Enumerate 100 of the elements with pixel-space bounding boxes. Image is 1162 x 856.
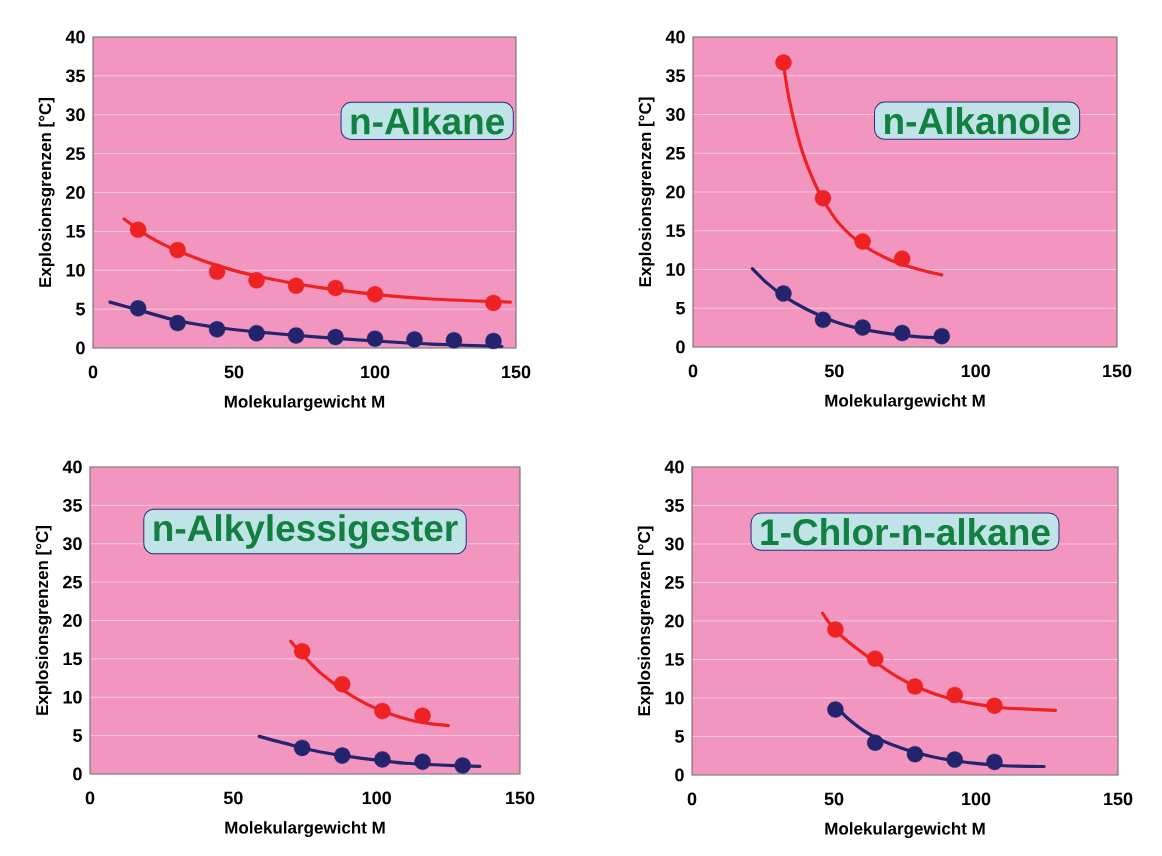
point: [485, 332, 502, 350]
text: 1-Chlor-n-alkane: [761, 518, 1050, 546]
point: [946, 686, 963, 704]
y-tick-label: 40: [664, 460, 684, 474]
y-tick-label: 30: [62, 537, 82, 551]
y-tick-label: 5: [676, 301, 685, 315]
point: [169, 241, 186, 259]
y-tick-label: 0: [675, 768, 684, 782]
point: [946, 751, 963, 768]
x-tick-label: 0: [88, 365, 98, 379]
point: [334, 747, 351, 764]
point: [866, 650, 884, 667]
point: [827, 701, 844, 718]
y-tick-label: 35: [664, 499, 684, 512]
x-axis-title: Molekulargewicht M: [825, 394, 985, 411]
point: [208, 263, 226, 280]
x-axis-title: Molekulargewicht M: [825, 822, 985, 839]
point: [129, 300, 147, 317]
y-tick-label: 40: [65, 30, 85, 44]
point: [327, 279, 344, 297]
point: [414, 753, 431, 770]
x-tick-label: 0: [85, 791, 95, 805]
x-tick-label: 150: [506, 791, 535, 805]
point: [933, 327, 950, 345]
y-tick-label: 5: [76, 302, 85, 316]
point: [454, 757, 471, 774]
x-tick-label: 0: [688, 364, 698, 378]
x-tick-label: 150: [1103, 364, 1132, 378]
y-tick-label: 35: [62, 498, 82, 512]
point: [854, 233, 871, 250]
x-tick-label: 50: [824, 364, 844, 378]
text: n-Alkane: [351, 107, 505, 135]
y-tick-label: 25: [63, 575, 82, 589]
point: [906, 678, 924, 695]
point: [854, 319, 871, 336]
y-tick-label: 25: [665, 576, 684, 589]
point: [293, 642, 311, 660]
x-tick-label: 100: [961, 364, 990, 378]
y-tick-label: 5: [675, 730, 684, 743]
x-tick-label: 0: [687, 792, 697, 806]
point: [248, 272, 265, 289]
line-series: [108, 300, 504, 349]
point: [414, 707, 431, 724]
point: [374, 702, 391, 720]
point: [893, 324, 911, 342]
y-axis-title: Explosionsgrenzen [°C]: [35, 525, 52, 715]
y-tick-label: 0: [676, 340, 685, 354]
x-tick-label: 100: [962, 792, 991, 806]
x-tick-label: 50: [223, 791, 243, 805]
text: n-Alkanole: [884, 107, 1071, 135]
y-tick-label: 15: [63, 652, 82, 666]
y-tick-label: 35: [665, 69, 685, 83]
point: [129, 221, 147, 239]
x-tick-label: 150: [1104, 792, 1133, 806]
point: [827, 621, 844, 638]
point: [293, 739, 311, 757]
y-tick-label: 0: [76, 341, 85, 355]
point: [366, 330, 384, 347]
x-axis-title: Molekulargewicht M: [225, 821, 385, 838]
point: [485, 294, 502, 312]
x-tick-label: 50: [824, 792, 844, 806]
y-tick-label: 15: [66, 225, 85, 238]
y-tick-label: 40: [62, 460, 82, 474]
y-tick-label: 30: [665, 108, 685, 121]
y-axis-title: Explosionsgrenzen [°C]: [637, 526, 654, 716]
point: [374, 751, 391, 768]
y-tick-label: 15: [666, 224, 685, 238]
y-axis-title: Explosionsgrenzen [°C]: [38, 97, 55, 287]
point: [775, 285, 792, 302]
y-tick-label: 30: [664, 537, 684, 551]
y-tick-label: 10: [66, 263, 85, 277]
x-tick-label: 50: [224, 365, 244, 379]
y-tick-label: 10: [665, 691, 684, 705]
point: [986, 753, 1003, 771]
x-axis-title: Molekulargewicht M: [224, 395, 385, 412]
point: [445, 332, 463, 349]
y-axis-title: Explosionsgrenzen [°C]: [638, 97, 655, 287]
y-tick-label: 40: [665, 30, 685, 44]
point: [775, 54, 792, 71]
x-tick-label: 100: [361, 365, 390, 379]
x-tick-label: 150: [502, 365, 531, 379]
point: [287, 327, 305, 344]
point: [208, 321, 226, 338]
point: [814, 189, 832, 207]
y-tick-label: 20: [63, 614, 82, 627]
y-tick-label: 25: [666, 146, 685, 160]
point: [327, 328, 344, 346]
y-tick-label: 0: [73, 767, 82, 781]
point: [906, 745, 924, 763]
point: [169, 314, 186, 332]
point: [986, 697, 1003, 714]
text: n-Alkylessigester: [154, 514, 458, 549]
y-tick-label: 25: [66, 147, 85, 160]
point: [366, 286, 384, 303]
y-tick-label: 20: [66, 186, 85, 199]
y-tick-label: 10: [63, 690, 82, 704]
y-tick-label: 15: [665, 653, 684, 666]
y-tick-label: 10: [666, 263, 685, 276]
y-tick-label: 30: [65, 108, 85, 122]
line-series: [289, 639, 450, 728]
